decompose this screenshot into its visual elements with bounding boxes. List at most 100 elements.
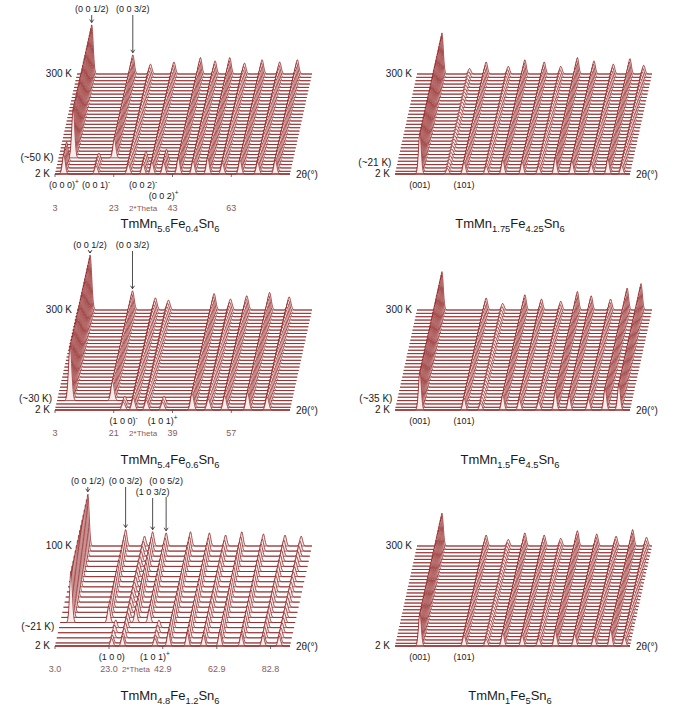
pattern-curve [402, 100, 637, 141]
pattern-curve [59, 336, 294, 391]
pattern-curve [413, 53, 648, 94]
pattern-curve [399, 594, 634, 627]
label-ground [147, 414, 179, 426]
pattern-curve [70, 55, 305, 104]
pattern-curve [75, 265, 310, 320]
x-tick-label: 42.9 [154, 664, 172, 674]
text-part: (0 0 2) [149, 191, 175, 201]
pattern-curve [414, 46, 649, 87]
pattern-curve [398, 600, 633, 633]
panel: 2 K(~21 K)100 K(0 0 1/2)(0 0 3/2)(1 0 3/… [21, 476, 318, 706]
x-axis [395, 174, 630, 175]
hkl-label: (0 0 3/2) [116, 4, 150, 14]
pattern-curve [408, 312, 643, 350]
x-tick [216, 646, 217, 649]
pattern-curve [410, 543, 645, 576]
temperature-label: 2 K [375, 640, 390, 651]
pattern-curve [56, 152, 291, 171]
text-part: 4.8 [157, 696, 170, 706]
text-part: 2θ(°) [296, 405, 318, 416]
pattern-curve [74, 38, 309, 87]
pattern-curve [70, 58, 305, 107]
pattern-curve [408, 73, 643, 114]
label-ground [139, 650, 171, 662]
temperature-label: 2 K [375, 168, 390, 179]
label-ground [453, 652, 476, 662]
text-part: Sn [531, 688, 547, 703]
text-part: Sn [538, 452, 554, 467]
text-part: Fe [170, 452, 185, 467]
pattern-curve [416, 40, 651, 81]
pattern-curve [413, 292, 648, 330]
pattern-curve [64, 315, 299, 370]
panel-title: TmMn1.5Fe4.5Sn6 [460, 452, 559, 470]
pattern-curve [414, 527, 649, 560]
pattern-curve [405, 325, 640, 363]
pattern-curve [71, 52, 306, 101]
text-part: 2θ(°) [636, 405, 658, 416]
text-part: Tm [120, 452, 139, 467]
pattern-curve [408, 553, 643, 586]
text-part: 0.4 [185, 224, 198, 234]
pattern-curve [76, 499, 311, 551]
hkl-label: (101) [454, 416, 475, 426]
pattern-curve [62, 322, 297, 377]
annotations: (0 0 1/2)(0 0 3/2)(0 0 0)+(0 0 1)-(0 0 2… [48, 4, 180, 201]
pattern-curve [66, 545, 301, 597]
hkl-label: (1 0 0)- [109, 414, 137, 426]
pattern-curve [76, 32, 311, 81]
temperature-label: 100 K [46, 540, 72, 551]
text-part: Sn [198, 452, 214, 467]
temperature-label: 300 K [46, 68, 72, 79]
pattern-curve [59, 339, 294, 394]
pattern-curve [64, 85, 299, 134]
text-part: 6 [547, 696, 552, 706]
x-tick [172, 410, 173, 413]
pattern-curve [395, 133, 630, 174]
x-tick [162, 646, 163, 649]
text-part: (~35 K) [359, 393, 392, 404]
pattern-curve [77, 255, 312, 310]
pattern-curve [399, 352, 634, 390]
temperature-label: (~50 K) [20, 152, 53, 163]
text-part: 23.0 [100, 664, 118, 674]
hkl-label: (0 0 1/2) [75, 4, 109, 14]
pattern-curve [409, 70, 644, 111]
leader-line [132, 15, 133, 53]
text-part: Mn [139, 216, 157, 231]
pattern-curve [404, 570, 639, 603]
pattern-curve [66, 305, 301, 360]
text-part: 6 [214, 696, 219, 706]
pattern-curve [415, 523, 650, 556]
pattern-curve [69, 62, 304, 111]
text-part: 5.6 [157, 224, 170, 234]
text-part: - [108, 178, 110, 185]
text-part: 62.9 [208, 664, 226, 674]
pattern-curve [58, 618, 293, 632]
text-part: Tm [460, 452, 479, 467]
hkl-label: (0 0 2)- [129, 178, 157, 190]
temperature-label: 300 K [46, 304, 72, 315]
pattern-curve [401, 345, 636, 383]
text-part: - [135, 414, 137, 421]
panel-title: TmMn5.6Fe0.4Sn6 [120, 216, 219, 234]
pattern-curve [402, 342, 637, 380]
label-ground [128, 178, 158, 190]
text-part: Tm [468, 688, 487, 703]
label-ground [453, 416, 476, 426]
pattern-curve [73, 272, 308, 327]
pattern-curve [396, 366, 631, 404]
pattern-curve [407, 557, 642, 590]
arrow-head [124, 525, 128, 528]
x-tick-label: 3 [52, 203, 57, 213]
pattern-curve [410, 66, 645, 107]
pattern-curve [56, 149, 291, 168]
text-part: (101) [454, 180, 475, 190]
pattern-curve [407, 560, 642, 593]
text-part: 3 [52, 203, 57, 213]
pattern-curve [399, 597, 634, 630]
x-tick [55, 646, 56, 649]
text-part: + [75, 178, 79, 185]
text-part: Sn [198, 216, 214, 231]
pattern-curve [57, 146, 292, 165]
